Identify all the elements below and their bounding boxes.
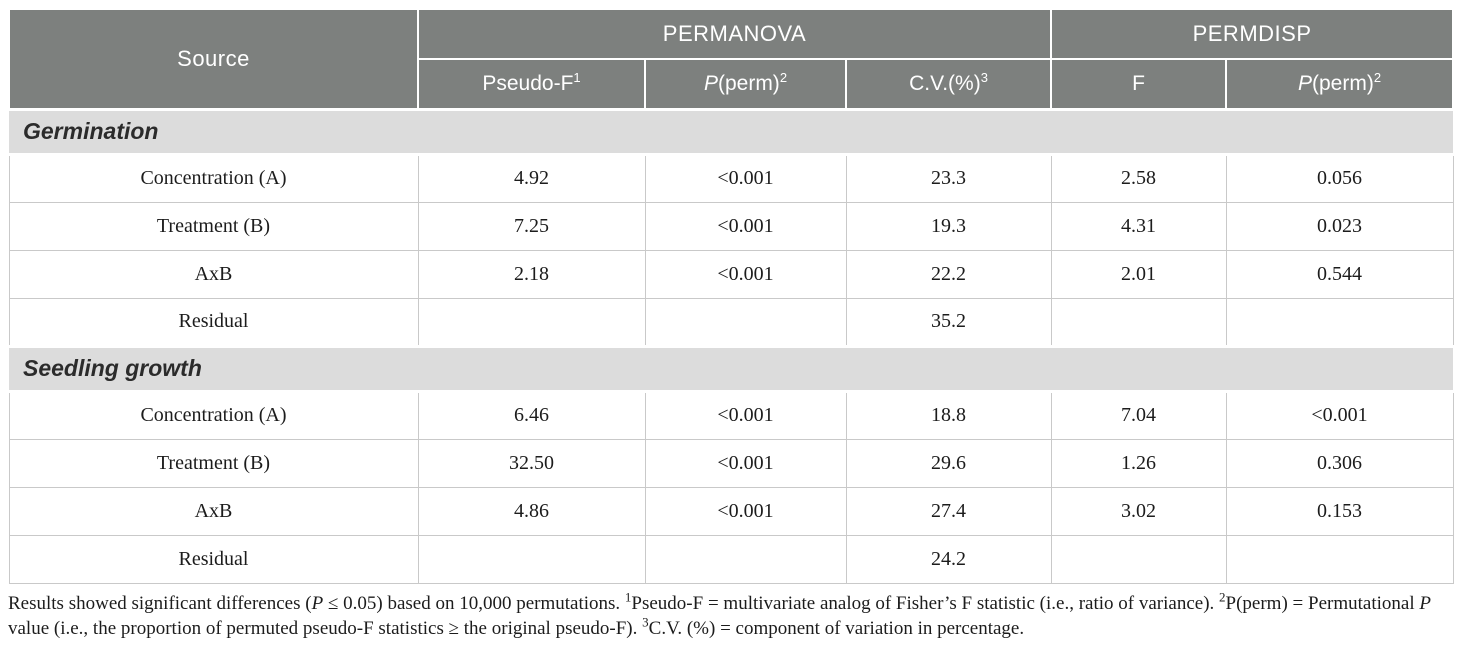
column-header-p-perm-permanova: P(perm)2: [644, 58, 847, 110]
header-superscript: 1: [573, 69, 581, 85]
cell-source: AxB: [8, 249, 419, 299]
header-label: (perm): [717, 71, 780, 95]
table-row: Residual 24.2: [8, 534, 1454, 584]
cell-p-perm: <0.001: [644, 153, 847, 203]
cell-pseudo-f: [417, 297, 646, 347]
column-header-pseudo-f: Pseudo-F1: [417, 58, 646, 110]
table-row: Residual 35.2: [8, 297, 1454, 347]
cell-p-perm-disp: [1225, 297, 1454, 347]
column-header-p-perm-permdisp: P(perm)2: [1225, 58, 1455, 110]
footnote-superscript: 1: [624, 589, 632, 605]
table-footnote: Results showed significant differences (…: [8, 589, 1452, 641]
cell-source: Residual: [8, 534, 419, 584]
cell-cv: 22.2: [845, 249, 1052, 299]
cell-pseudo-f: 7.25: [417, 201, 646, 251]
cell-pseudo-f: 2.18: [417, 249, 646, 299]
cell-pseudo-f: 6.46: [417, 390, 646, 440]
section-row-seedling-growth: Seedling growth: [9, 344, 1454, 393]
cell-p-perm-disp: 0.023: [1225, 201, 1454, 251]
section-title: Germination: [9, 107, 1454, 156]
cell-p-perm-disp: 0.056: [1225, 153, 1454, 203]
footnote-superscript: 2: [1219, 589, 1226, 605]
cell-pseudo-f: 32.50: [417, 438, 646, 488]
footnote-italic-p: P: [311, 592, 324, 614]
table-row: Treatment (B) 7.25 <0.001 19.3 4.31 0.02…: [8, 201, 1454, 251]
cell-p-perm-disp: 0.306: [1225, 438, 1454, 488]
cell-f: [1050, 297, 1227, 347]
cell-cv: 35.2: [845, 297, 1052, 347]
cell-source: Concentration (A): [8, 390, 419, 440]
cell-p-perm: [644, 534, 847, 584]
footnote-text: C.V. (%) = component of variation in per…: [648, 617, 1025, 639]
cell-f: 2.01: [1050, 249, 1227, 299]
footnote-text: ≤ 0.05) based on 10,000 permutations.: [323, 592, 625, 614]
cell-p-perm-disp: 0.153: [1225, 486, 1454, 536]
column-header-f: F: [1050, 58, 1228, 110]
section-title: Seedling growth: [9, 344, 1454, 393]
column-group-permanova: PERMANOVA: [416, 8, 1053, 60]
header-label: (perm): [1312, 71, 1374, 95]
footnote-text: value (i.e., the proportion of permuted …: [8, 617, 643, 639]
cell-cv: 27.4: [845, 486, 1052, 536]
footnote-text: Pseudo-F = multivariate analog of Fisher…: [631, 592, 1220, 614]
table-row: Treatment (B) 32.50 <0.001 29.6 1.26 0.3…: [8, 438, 1454, 488]
cell-cv: 24.2: [845, 534, 1052, 584]
cell-p-perm-disp: [1225, 534, 1454, 584]
cell-p-perm-disp: 0.544: [1225, 249, 1454, 299]
table-row: Concentration (A) 4.92 <0.001 23.3 2.58 …: [8, 153, 1454, 203]
cell-source: Treatment (B): [8, 201, 419, 251]
section-row-germination: Germination: [9, 107, 1454, 156]
header-label: Pseudo-F: [482, 71, 574, 95]
cell-p-perm: <0.001: [644, 390, 847, 440]
footnote-superscript: 3: [642, 614, 649, 630]
cell-cv: 23.3: [845, 153, 1052, 203]
cell-p-perm: <0.001: [644, 438, 847, 488]
footnote-text: P(perm) = Permutational: [1225, 592, 1420, 614]
table-header: Source PERMANOVA PERMDISP Pseudo-F1 P(pe…: [8, 8, 1455, 110]
cell-pseudo-f: 4.92: [417, 153, 646, 203]
column-group-permdisp: PERMDISP: [1050, 8, 1455, 60]
header-label: C.V.(%): [909, 71, 981, 95]
cell-pseudo-f: [417, 534, 646, 584]
permanova-permdisp-table: Source PERMANOVA PERMDISP Pseudo-F1 P(pe…: [8, 8, 1455, 584]
column-header-source: Source: [8, 8, 419, 110]
cell-cv: 18.8: [845, 390, 1052, 440]
header-label-italic: P: [1297, 71, 1312, 95]
cell-p-perm: <0.001: [644, 486, 847, 536]
table-row: AxB 2.18 <0.001 22.2 2.01 0.544: [8, 249, 1454, 299]
cell-p-perm: <0.001: [644, 201, 847, 251]
cell-pseudo-f: 4.86: [417, 486, 646, 536]
table-row: AxB 4.86 <0.001 27.4 3.02 0.153: [8, 486, 1454, 536]
table-row: Concentration (A) 6.46 <0.001 18.8 7.04 …: [8, 390, 1454, 440]
cell-f: 1.26: [1050, 438, 1227, 488]
cell-source: Treatment (B): [8, 438, 419, 488]
header-superscript: 2: [1373, 69, 1382, 85]
cell-source: Concentration (A): [8, 153, 419, 203]
cell-p-perm: [644, 297, 847, 347]
cell-p-perm: <0.001: [644, 249, 847, 299]
cell-cv: 29.6: [845, 438, 1052, 488]
page: Source PERMANOVA PERMDISP Pseudo-F1 P(pe…: [8, 8, 1455, 641]
column-header-cv: C.V.(%)3: [844, 58, 1053, 110]
header-superscript: 2: [779, 69, 788, 85]
cell-f: 3.02: [1050, 486, 1227, 536]
cell-f: [1050, 534, 1227, 584]
cell-cv: 19.3: [845, 201, 1052, 251]
cell-f: 4.31: [1050, 201, 1227, 251]
footnote-italic-p: P: [1419, 592, 1431, 614]
header-label: F: [1132, 71, 1145, 95]
cell-f: 2.58: [1050, 153, 1227, 203]
cell-source: AxB: [8, 486, 419, 536]
header-superscript: 3: [980, 69, 988, 85]
cell-source: Residual: [8, 297, 419, 347]
header-label-italic: P: [703, 71, 718, 95]
cell-p-perm-disp: <0.001: [1225, 390, 1454, 440]
footnote-text: Results showed significant differences (: [8, 592, 312, 614]
cell-f: 7.04: [1050, 390, 1227, 440]
